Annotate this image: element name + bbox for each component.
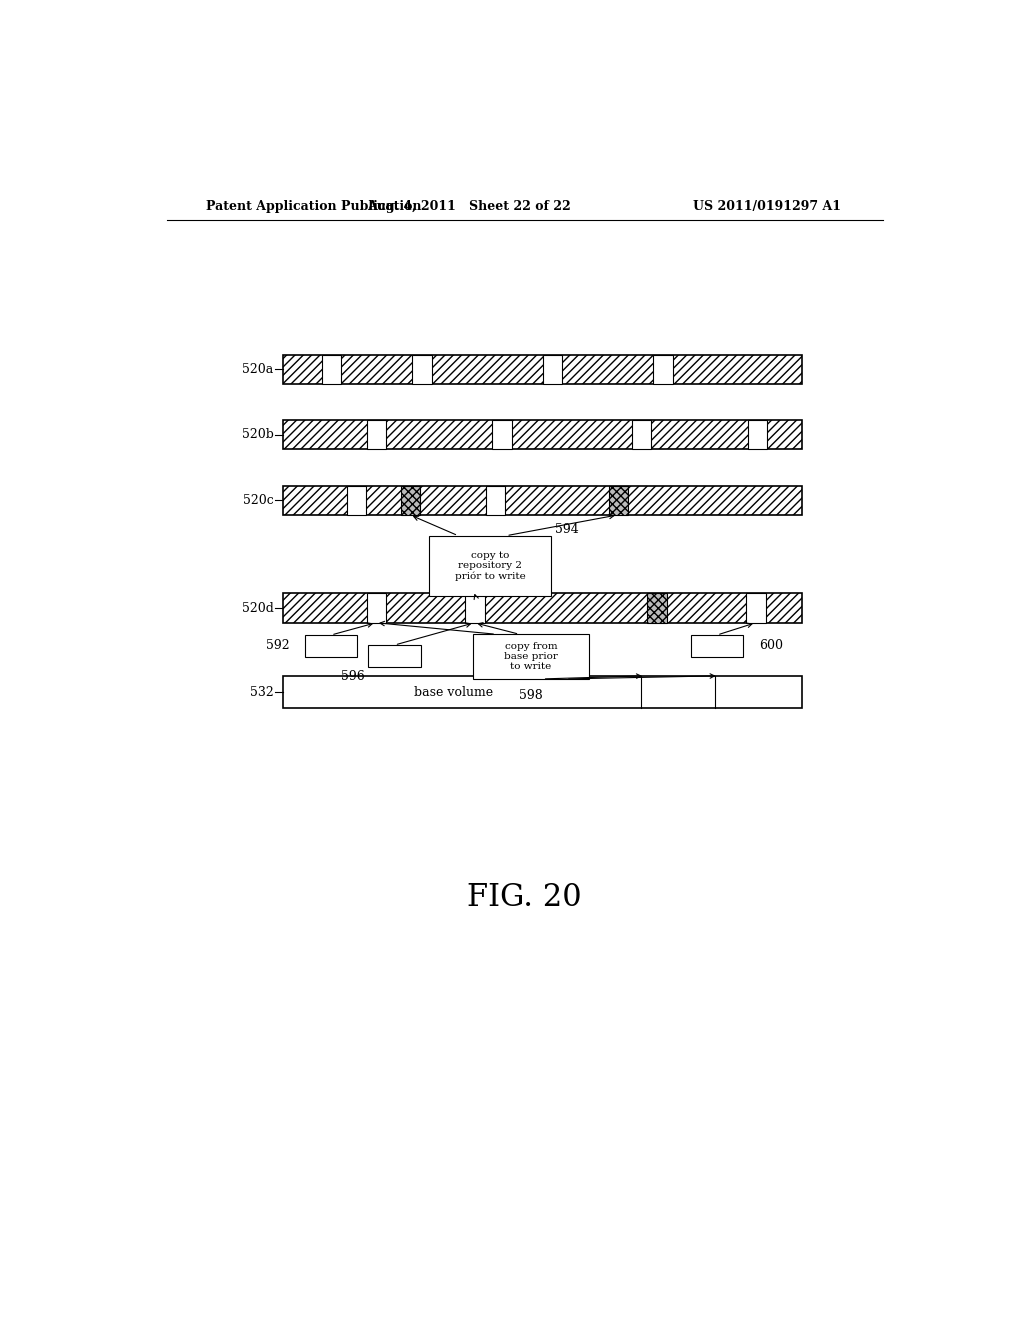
Text: 532: 532 — [250, 685, 273, 698]
Bar — [283, 486, 802, 515]
Text: 596: 596 — [341, 671, 365, 684]
Bar — [367, 420, 386, 449]
Bar — [369, 645, 421, 667]
Bar — [543, 355, 562, 384]
Text: base volume: base volume — [414, 685, 494, 698]
Bar — [283, 594, 802, 623]
Text: 520b: 520b — [242, 428, 273, 441]
Bar — [400, 486, 420, 515]
Bar — [608, 486, 628, 515]
Bar — [632, 420, 651, 449]
Bar — [322, 355, 341, 384]
Bar — [367, 594, 386, 623]
Text: write: write — [380, 651, 410, 661]
Bar — [690, 635, 743, 656]
Text: 520a: 520a — [243, 363, 273, 376]
Bar — [413, 355, 432, 384]
Bar — [653, 355, 673, 384]
Bar — [647, 594, 667, 623]
Text: US 2011/0191297 A1: US 2011/0191297 A1 — [693, 199, 841, 213]
Bar — [283, 420, 802, 449]
Text: write: write — [316, 640, 346, 651]
Bar — [493, 420, 512, 449]
Text: copy from
base prior
to write: copy from base prior to write — [504, 642, 558, 672]
Text: 594: 594 — [555, 523, 579, 536]
Text: copy to
repository 2
priór to write: copy to repository 2 priór to write — [455, 550, 525, 581]
Text: 598: 598 — [519, 689, 543, 702]
Text: 520c: 520c — [243, 494, 273, 507]
Text: Patent Application Publication: Patent Application Publication — [206, 199, 421, 213]
Text: FIG. 20: FIG. 20 — [468, 882, 582, 913]
Bar — [305, 635, 357, 656]
Bar — [748, 420, 767, 449]
Bar — [473, 635, 589, 678]
Text: 600: 600 — [759, 639, 783, 652]
Bar — [746, 594, 766, 623]
Bar — [283, 676, 802, 708]
Text: 520d: 520d — [242, 602, 273, 615]
Bar — [283, 355, 802, 384]
Bar — [486, 486, 506, 515]
Text: 592: 592 — [265, 639, 289, 652]
Text: write: write — [702, 640, 732, 651]
Bar — [346, 486, 366, 515]
Bar — [429, 536, 551, 595]
Text: Aug. 4, 2011   Sheet 22 of 22: Aug. 4, 2011 Sheet 22 of 22 — [368, 199, 570, 213]
Bar — [465, 594, 484, 623]
